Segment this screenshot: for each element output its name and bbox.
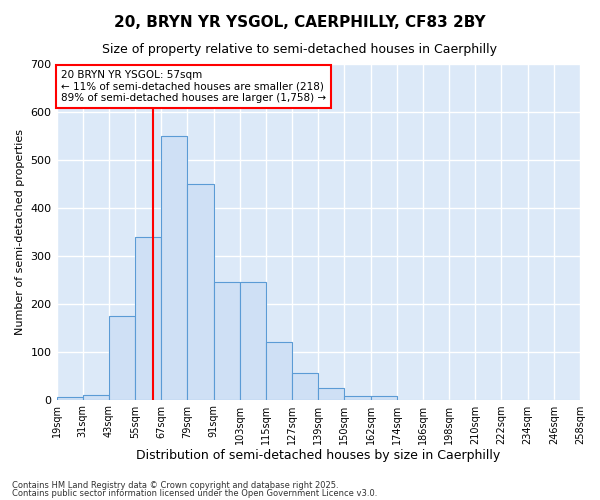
Bar: [214, 282, 240, 400]
Bar: [344, 396, 371, 400]
Y-axis label: Number of semi-detached properties: Number of semi-detached properties: [15, 129, 25, 335]
Bar: [371, 396, 397, 400]
Bar: [187, 184, 214, 400]
Bar: [109, 316, 135, 400]
Bar: [135, 236, 161, 400]
Bar: [266, 342, 292, 400]
Text: 20, BRYN YR YSGOL, CAERPHILLY, CF83 2BY: 20, BRYN YR YSGOL, CAERPHILLY, CF83 2BY: [114, 15, 486, 30]
Bar: [161, 136, 187, 400]
Text: Contains public sector information licensed under the Open Government Licence v3: Contains public sector information licen…: [12, 489, 377, 498]
Text: Size of property relative to semi-detached houses in Caerphilly: Size of property relative to semi-detach…: [103, 42, 497, 56]
Bar: [292, 373, 318, 400]
Bar: [318, 388, 344, 400]
X-axis label: Distribution of semi-detached houses by size in Caerphilly: Distribution of semi-detached houses by …: [136, 450, 500, 462]
Text: 20 BRYN YR YSGOL: 57sqm
← 11% of semi-detached houses are smaller (218)
89% of s: 20 BRYN YR YSGOL: 57sqm ← 11% of semi-de…: [61, 70, 326, 103]
Text: Contains HM Land Registry data © Crown copyright and database right 2025.: Contains HM Land Registry data © Crown c…: [12, 480, 338, 490]
Bar: [83, 395, 109, 400]
Bar: [56, 397, 83, 400]
Bar: [240, 282, 266, 400]
